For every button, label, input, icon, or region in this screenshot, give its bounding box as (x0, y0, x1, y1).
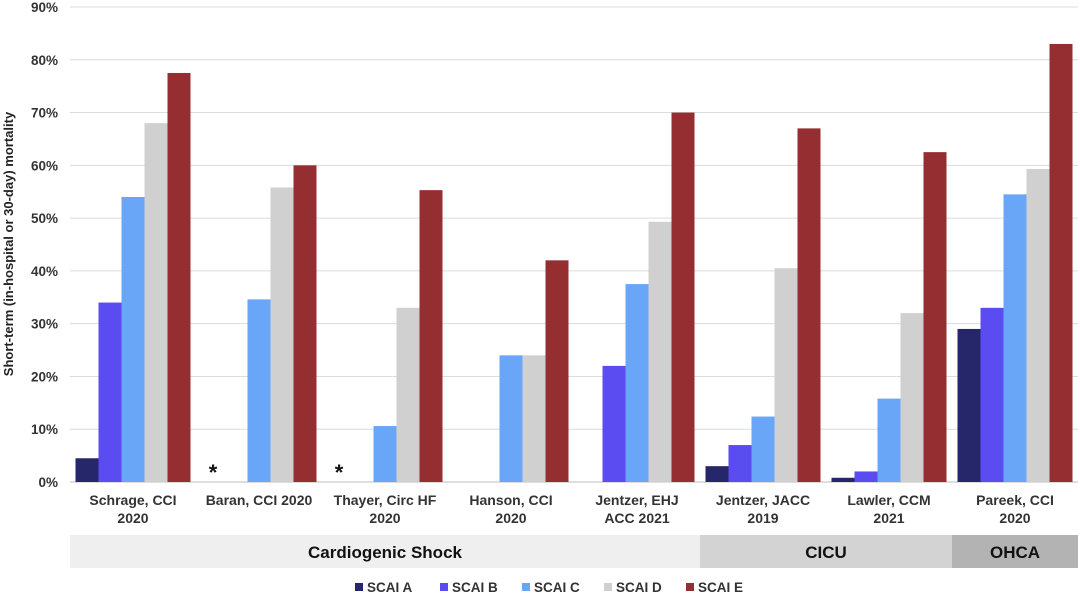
x-category-label: Thayer, Circ HF (334, 492, 437, 508)
bar-scai-c (247, 299, 271, 482)
bar-scai-d (270, 187, 294, 482)
bar-scai-c (1003, 194, 1027, 482)
y-tick-label: 60% (31, 158, 58, 173)
legend: SCAI A SCAI B SCAI C SCAI D SCAI E (355, 580, 743, 595)
y-tick-label: 90% (31, 0, 58, 15)
bar-scai-d (144, 123, 168, 482)
group-label: OHCA (990, 543, 1040, 562)
bar-scai-c (121, 197, 145, 482)
bar-scai-a (831, 477, 855, 482)
x-category-label: Pareek, CCI (976, 492, 1054, 508)
y-tick-label: 70% (31, 106, 58, 121)
group-label: CICU (805, 543, 847, 562)
x-category-label: ACC 2021 (604, 510, 670, 526)
bar-scai-d (900, 313, 924, 482)
bar-scai-e (167, 72, 191, 482)
x-category-label: 2021 (873, 510, 904, 526)
bar-scai-d (774, 268, 798, 482)
group-label: Cardiogenic Shock (308, 543, 463, 562)
bar-scai-d (1026, 169, 1050, 482)
x-category-label: Jentzer, JACC (716, 492, 810, 508)
bar-scai-a (75, 458, 99, 482)
asterisk-annotation: * (335, 460, 344, 485)
x-category-label: Baran, CCI 2020 (206, 492, 313, 508)
bar-scai-e (1049, 43, 1073, 482)
legend-label: SCAI D (616, 580, 662, 595)
y-tick-label: 20% (31, 369, 58, 384)
bar-scai-e (545, 260, 569, 482)
group-band (952, 535, 1078, 568)
group-band (70, 535, 700, 568)
bar-scai-c (499, 355, 523, 482)
y-tick-label: 30% (31, 317, 58, 332)
legend-label: SCAI C (534, 580, 580, 595)
bar-scai-b (728, 445, 752, 482)
bar-scai-e (293, 165, 317, 483)
bar-scai-b (980, 307, 1004, 482)
asterisk-annotation: * (209, 460, 218, 485)
y-axis-ticks: 0% 10% 20% 30% 40% 50% 60% 70% 80% 90% (31, 0, 58, 490)
y-tick-label: 0% (38, 475, 58, 490)
bar-scai-e (671, 112, 695, 483)
bar-scai-e (419, 190, 443, 482)
bar-scai-d (522, 355, 546, 482)
x-category-label: 2020 (999, 510, 1030, 526)
x-category-label: Schrage, CCI (89, 492, 176, 508)
legend-label: SCAI A (367, 580, 413, 595)
legend-swatch (604, 583, 612, 591)
y-tick-label: 50% (31, 211, 58, 226)
legend-label: SCAI B (452, 580, 498, 595)
bar-scai-d (396, 307, 420, 482)
bar-scai-e (923, 152, 947, 482)
bar-scai-c (625, 284, 649, 482)
x-category-label: 2020 (369, 510, 400, 526)
group-band (700, 535, 952, 568)
legend-swatch (522, 583, 530, 591)
bar-scai-b (854, 471, 878, 482)
bar-scai-b (602, 365, 626, 482)
bar-scai-c (373, 426, 397, 482)
x-category-label: 2020 (495, 510, 526, 526)
legend-swatch (440, 583, 448, 591)
bar-scai-c (751, 416, 775, 482)
y-tick-label: 40% (31, 264, 58, 279)
bar-scai-b (98, 302, 122, 482)
x-category-label: 2019 (747, 510, 778, 526)
y-tick-label: 80% (31, 53, 58, 68)
bar-scai-d (648, 221, 672, 483)
bar-scai-a (705, 466, 729, 482)
annotations: * * (209, 460, 344, 485)
legend-label: SCAI E (698, 580, 743, 595)
y-tick-label: 10% (31, 422, 58, 437)
category-groups: Cardiogenic Shock CICU OHCA (70, 535, 1078, 568)
x-category-label: 2020 (117, 510, 148, 526)
legend-swatch (355, 583, 363, 591)
x-axis-categories: Schrage, CCI 2020 Baran, CCI 2020 Thayer, C… (89, 492, 1053, 526)
y-axis-title: Short-term (in-hospital or 30-day) morta… (1, 111, 16, 376)
bar-scai-c (877, 398, 901, 482)
legend-swatch (686, 583, 694, 591)
gridlines (70, 6, 1078, 483)
bar-scai-a (957, 328, 981, 482)
x-category-label: Hanson, CCI (469, 492, 552, 508)
bars (75, 43, 1073, 483)
bar-scai-e (797, 128, 821, 482)
x-category-label: Lawler, CCM (847, 492, 930, 508)
x-category-label: Jentzer, EHJ (595, 492, 678, 508)
